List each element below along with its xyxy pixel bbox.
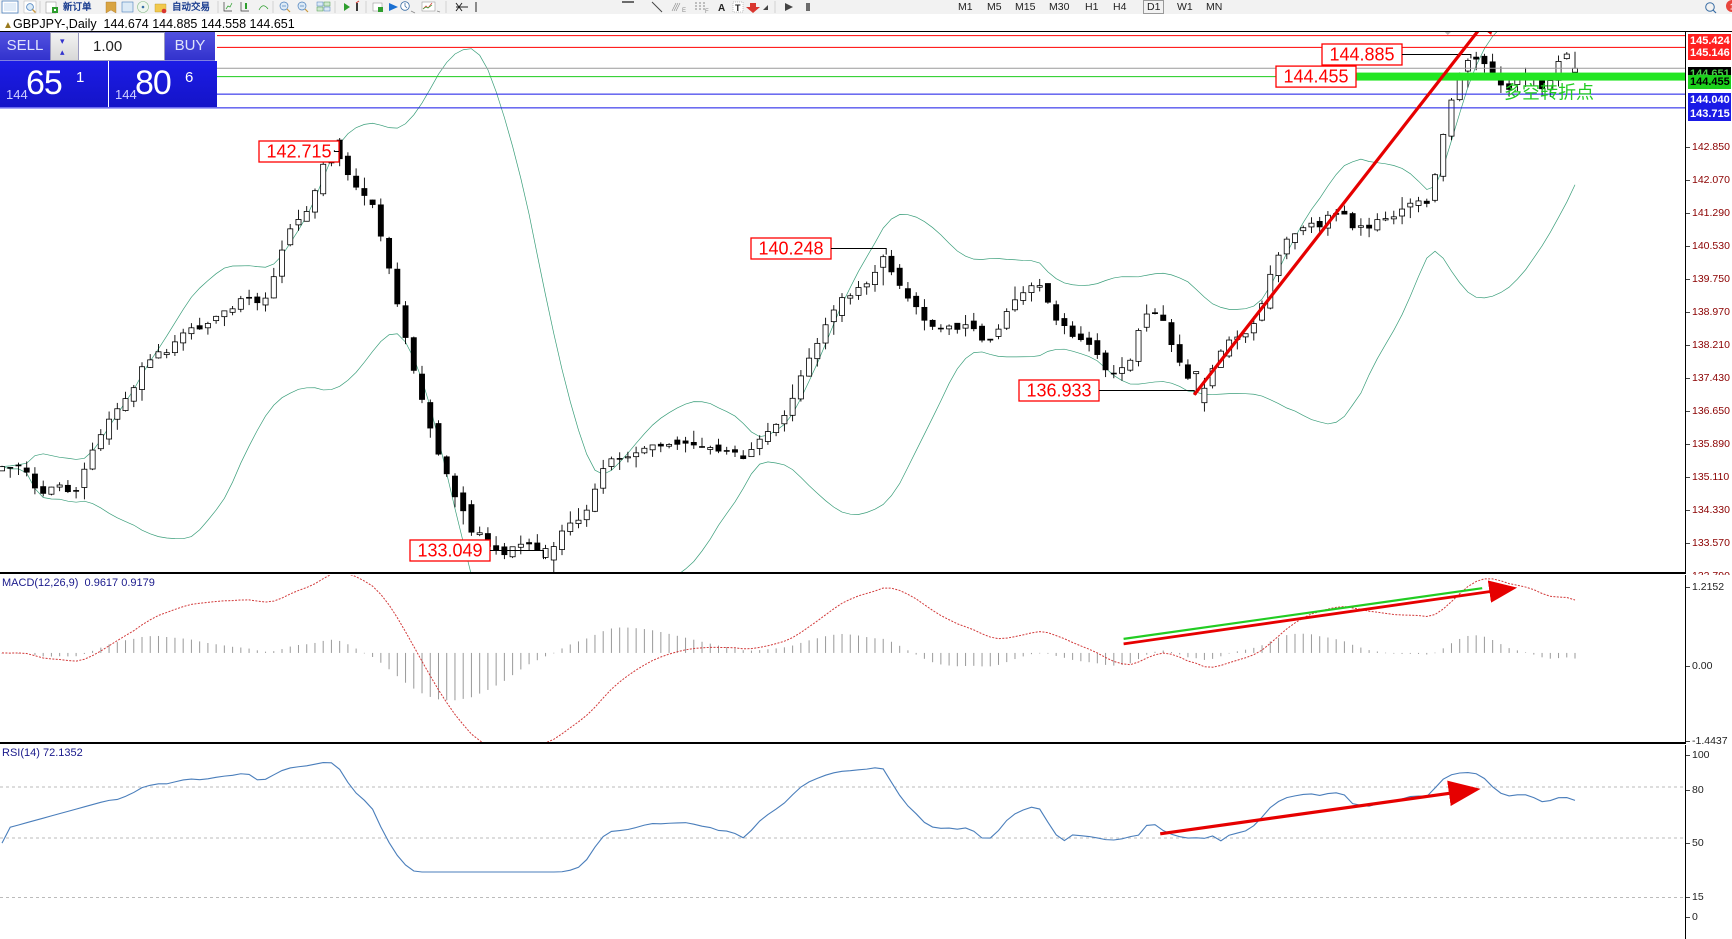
svg-text:144.885: 144.885 <box>1329 45 1394 65</box>
svg-text:144.455: 144.455 <box>1283 67 1348 87</box>
svg-text:142.715: 142.715 <box>266 142 331 162</box>
svg-text:F: F <box>705 9 709 14</box>
svg-text:136.933: 136.933 <box>1026 381 1091 401</box>
svg-text:多空转折点: 多空转折点 <box>1504 83 1594 103</box>
svg-text:A: A <box>718 3 725 14</box>
svg-text:自动交易: 自动交易 <box>172 1 210 13</box>
svg-text:新订单: 新订单 <box>63 1 92 13</box>
svg-text:133.049: 133.049 <box>417 541 482 561</box>
svg-text:E: E <box>682 8 686 14</box>
svg-text:140.248: 140.248 <box>758 239 823 259</box>
svg-text:T: T <box>735 3 741 13</box>
